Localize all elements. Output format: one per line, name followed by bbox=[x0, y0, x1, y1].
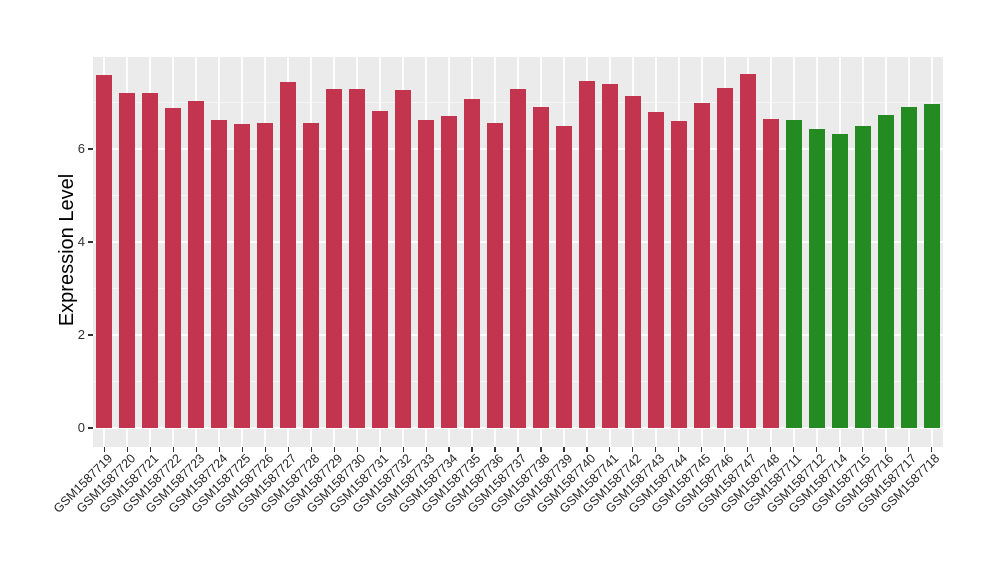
bar bbox=[142, 92, 159, 428]
bar bbox=[211, 120, 228, 428]
y-axis-tick bbox=[88, 334, 93, 336]
x-axis-tick bbox=[241, 447, 243, 452]
x-axis-tick bbox=[264, 447, 266, 452]
x-axis-tick bbox=[540, 447, 542, 452]
x-axis-tick bbox=[907, 447, 910, 452]
x-axis-tick bbox=[861, 447, 864, 452]
x-axis-tick bbox=[218, 447, 220, 452]
bar bbox=[418, 120, 435, 428]
bar bbox=[532, 107, 549, 428]
x-axis-tick bbox=[563, 447, 565, 452]
x-axis-tick bbox=[632, 447, 634, 452]
bar bbox=[900, 106, 917, 428]
x-axis-tick bbox=[149, 447, 152, 452]
bar bbox=[119, 93, 136, 428]
bar bbox=[854, 126, 871, 428]
x-axis-tick bbox=[379, 447, 381, 452]
bar bbox=[578, 80, 595, 428]
y-tick-label: 4 bbox=[77, 234, 85, 249]
bar bbox=[693, 103, 710, 428]
x-axis-tick bbox=[310, 447, 312, 452]
x-axis-tick bbox=[126, 447, 129, 452]
x-axis-tick bbox=[747, 447, 749, 452]
y-tick-label: 0 bbox=[77, 420, 85, 435]
x-axis-tick bbox=[287, 447, 289, 452]
bar bbox=[464, 99, 481, 428]
bar bbox=[395, 89, 412, 428]
bar bbox=[257, 123, 274, 428]
plot-panel bbox=[93, 57, 943, 447]
x-axis-tick bbox=[471, 447, 473, 452]
x-axis-tick bbox=[839, 447, 841, 452]
x-axis-tick bbox=[655, 447, 657, 452]
y-axis-tick bbox=[88, 148, 93, 150]
bar bbox=[739, 74, 756, 428]
bar bbox=[831, 134, 848, 428]
bar bbox=[762, 118, 779, 428]
y-axis-tick bbox=[88, 427, 93, 429]
x-axis-tick bbox=[770, 447, 772, 452]
x-axis-tick bbox=[172, 447, 174, 452]
bar bbox=[349, 88, 366, 428]
bar bbox=[716, 88, 733, 428]
bar bbox=[441, 116, 458, 428]
bar bbox=[234, 123, 251, 428]
bar bbox=[165, 108, 182, 428]
bar bbox=[601, 84, 618, 428]
y-tick-label: 6 bbox=[77, 141, 85, 156]
x-axis-tick bbox=[448, 447, 450, 452]
x-axis-tick bbox=[356, 447, 358, 452]
bar bbox=[280, 82, 297, 428]
bar bbox=[877, 114, 894, 428]
x-axis-tick bbox=[402, 447, 404, 452]
x-axis-tick bbox=[425, 447, 427, 452]
bar bbox=[487, 122, 504, 428]
x-axis-tick bbox=[333, 447, 335, 452]
bar bbox=[624, 95, 641, 428]
x-axis-tick bbox=[195, 447, 197, 452]
x-axis-tick bbox=[930, 447, 933, 452]
bar bbox=[555, 126, 572, 428]
bar bbox=[372, 111, 389, 428]
y-axis-tick bbox=[88, 241, 93, 243]
bar bbox=[96, 75, 113, 428]
y-tick-label: 2 bbox=[77, 327, 85, 342]
y-axis-title-text: Expression Level bbox=[56, 173, 78, 327]
bar bbox=[923, 104, 940, 428]
bar bbox=[647, 111, 664, 428]
bar bbox=[670, 121, 687, 428]
x-axis-tick bbox=[701, 447, 703, 452]
bar bbox=[808, 129, 825, 428]
x-axis-tick bbox=[103, 447, 106, 452]
x-axis-tick bbox=[494, 447, 496, 452]
x-axis-tick bbox=[586, 447, 588, 452]
bar bbox=[326, 88, 343, 428]
x-axis-tick bbox=[816, 447, 818, 452]
x-axis-tick bbox=[678, 447, 680, 452]
x-axis-tick bbox=[517, 447, 519, 452]
bar bbox=[303, 122, 320, 428]
bar bbox=[510, 88, 526, 428]
x-axis-tick bbox=[884, 447, 887, 452]
bar bbox=[785, 119, 802, 428]
x-axis-tick bbox=[793, 447, 795, 452]
x-axis-tick bbox=[609, 447, 611, 452]
bar bbox=[188, 101, 205, 428]
x-axis-tick bbox=[724, 447, 726, 452]
